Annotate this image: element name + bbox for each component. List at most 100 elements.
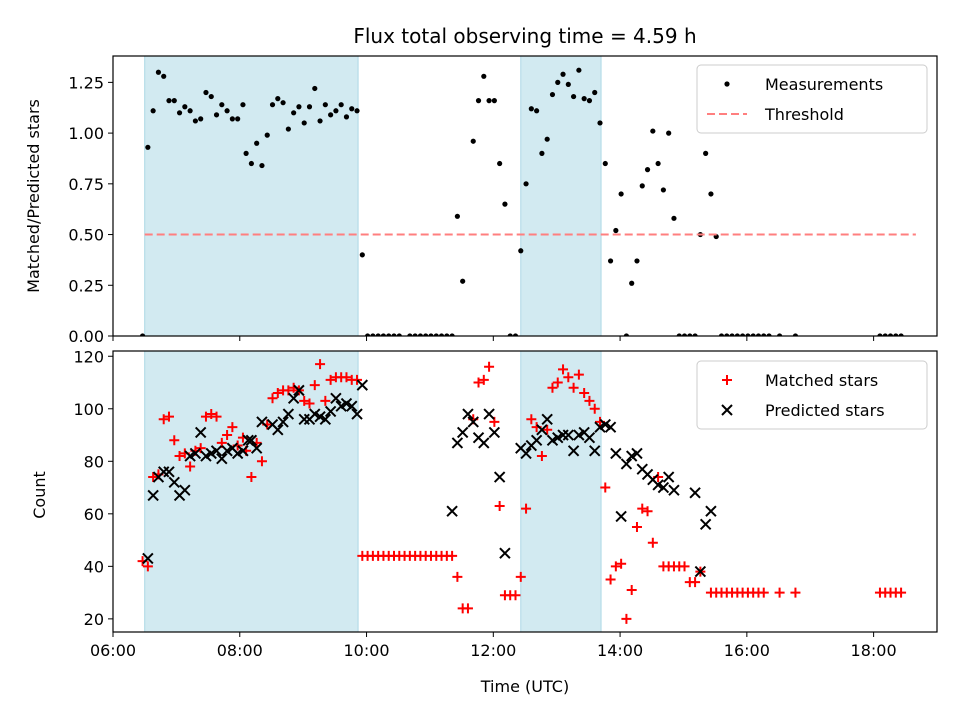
- measurement-point: [198, 116, 204, 122]
- predicted-star-marker: [583, 431, 596, 444]
- matched-star-marker: [589, 403, 600, 414]
- measurement-point: [629, 280, 635, 286]
- legend-swatch-measurements: [724, 81, 730, 87]
- measurement-point: [655, 160, 661, 167]
- measurement-point: [544, 136, 550, 142]
- measurement-point: [296, 104, 302, 110]
- measurement-point: [518, 248, 524, 254]
- measurement-point: [460, 278, 466, 284]
- measurement-point: [354, 108, 360, 114]
- predicted-star-marker: [216, 452, 228, 465]
- predicted-star-marker: [272, 424, 284, 436]
- measurement-point: [224, 108, 230, 114]
- measurement-point: [671, 215, 677, 221]
- measurement-point: [386, 333, 392, 336]
- measurement-point: [269, 102, 276, 108]
- measurement-point: [507, 333, 513, 336]
- predicted-star-marker: [324, 405, 337, 418]
- measurement-point: [248, 160, 254, 167]
- predicted-star-marker: [462, 408, 474, 420]
- measurement-point: [444, 333, 450, 336]
- measurement-point: [502, 201, 508, 207]
- measurement-point: [176, 110, 183, 116]
- measurement-point: [644, 167, 651, 173]
- measurement-point: [565, 81, 571, 88]
- predicted-star-marker: [662, 471, 675, 483]
- top-data-layer: [139, 67, 916, 336]
- measurement-point: [486, 98, 492, 104]
- measurement-point: [155, 69, 162, 75]
- predicted-star-marker: [689, 487, 701, 499]
- measurement-point: [280, 100, 286, 106]
- matched-star-marker: [309, 380, 320, 391]
- measurement-point: [898, 333, 904, 336]
- measurement-point: [750, 333, 756, 336]
- measurement-point: [219, 102, 225, 108]
- measurement-point: [391, 333, 397, 336]
- measurement-point: [375, 333, 381, 336]
- matched-star-marker: [304, 398, 315, 409]
- matched-star-marker: [547, 382, 558, 393]
- y-tick-label: 0.00: [68, 327, 104, 346]
- measurement-point: [597, 120, 603, 126]
- measurement-point: [203, 89, 209, 96]
- measurement-point: [650, 128, 656, 134]
- matched-star-marker: [679, 561, 690, 572]
- predicted-star-marker: [446, 505, 458, 517]
- predicted-star-marker: [493, 471, 506, 483]
- predicted-star-marker: [250, 442, 263, 454]
- measurement-point: [766, 333, 772, 336]
- measurement-point: [407, 333, 413, 336]
- predicted-star-marker: [631, 447, 643, 460]
- measurement-point: [491, 98, 497, 104]
- x-tick-label: 06:00: [90, 641, 136, 660]
- top-axes-frame: [112, 55, 938, 337]
- matched-star-marker: [185, 461, 196, 472]
- measurement-point: [150, 108, 156, 114]
- measurement-point: [681, 333, 688, 336]
- measurement-point: [285, 126, 291, 132]
- matched-star-marker: [626, 584, 637, 595]
- measurement-point: [528, 106, 534, 112]
- matched-star-marker: [610, 561, 621, 572]
- matched-star-marker: [690, 577, 701, 588]
- measurement-point: [235, 116, 241, 122]
- measurement-point: [497, 160, 503, 167]
- y-tick-label: 60: [84, 505, 104, 524]
- measurement-point: [676, 333, 682, 336]
- matched-star-marker: [462, 603, 473, 614]
- predicted-star-marker: [483, 408, 495, 420]
- y-tick-label: 80: [84, 452, 104, 471]
- measurement-point: [380, 333, 387, 336]
- matched-star-marker: [605, 574, 616, 585]
- measurement-point: [470, 138, 476, 144]
- bottom-legend-box: [696, 360, 928, 430]
- measurement-point: [182, 104, 188, 110]
- measurement-point: [481, 73, 487, 79]
- matched-star-marker: [299, 395, 310, 406]
- measurement-point: [338, 102, 344, 108]
- measurement-point: [423, 333, 429, 336]
- measurement-point: [370, 333, 376, 336]
- measurement-point: [301, 120, 307, 126]
- y-tick-label: 1.00: [68, 124, 104, 143]
- predicted-star-marker: [451, 437, 464, 449]
- matched-star-marker: [563, 372, 574, 383]
- measurement-point: [776, 333, 783, 336]
- predicted-star-marker: [179, 484, 191, 496]
- matched-star-marker: [774, 587, 785, 598]
- measurement-point: [549, 91, 556, 98]
- measurement-point: [317, 118, 323, 124]
- predicted-star-marker: [245, 434, 258, 446]
- measurement-point: [139, 333, 146, 336]
- legend-label: Matched stars: [765, 371, 878, 390]
- predicted-star-marker: [499, 547, 511, 559]
- predicted-star-marker: [142, 552, 154, 565]
- measurement-point: [618, 191, 624, 197]
- measurement-point: [213, 112, 220, 118]
- matched-star-marker: [579, 388, 590, 399]
- measurement-point: [718, 333, 725, 336]
- measurement-point: [312, 85, 318, 92]
- measurement-point: [259, 162, 265, 169]
- predicted-star-marker: [356, 379, 369, 391]
